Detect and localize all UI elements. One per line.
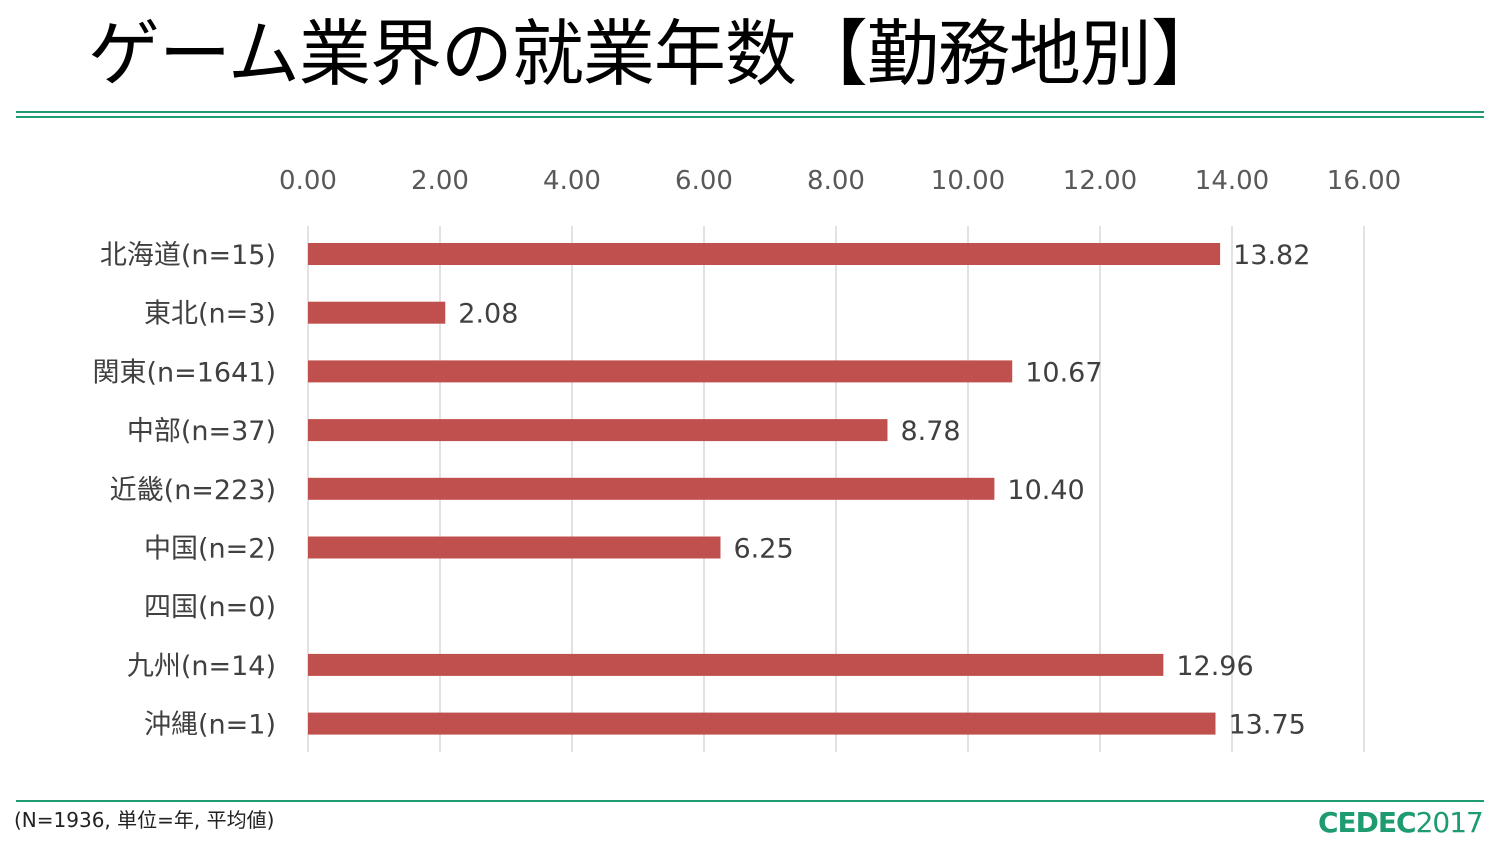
data-label: 12.96 (1176, 651, 1253, 682)
slide-title: ゲーム業界の就業年数【勤務地別】 (88, 12, 1223, 96)
data-label: 13.82 (1233, 240, 1310, 271)
category-label: 関東(n=1641) (92, 357, 276, 388)
x-axis-tick-labels: 0.00 2.00 4.00 6.00 8.00 10.00 12.00 14.00 16.00 (279, 166, 1401, 196)
bar (308, 536, 721, 559)
logo-brand: CEDEC (1318, 806, 1417, 839)
x-tick-label: 12.00 (1063, 166, 1137, 196)
logo-year: 2017 (1415, 806, 1484, 839)
data-label: 8.78 (900, 416, 960, 447)
category-label: 中国(n=2) (144, 534, 276, 565)
bar (308, 712, 1216, 735)
data-label: 13.75 (1229, 710, 1306, 741)
x-tick-label: 6.00 (675, 166, 733, 196)
x-tick-label: 0.00 (279, 166, 337, 196)
cedec-logo: CEDEC2017 (1318, 806, 1484, 840)
x-tick-label: 14.00 (1195, 166, 1269, 196)
title-divider-line (16, 111, 1484, 113)
x-tick-label: 4.00 (543, 166, 601, 196)
data-label: 6.25 (734, 534, 794, 565)
bar (308, 243, 1221, 265)
data-labels: 13.82 2.08 10.67 8.78 10.40 6.25 12.96 13.75 (458, 240, 1310, 741)
data-label: 10.67 (1025, 357, 1102, 388)
category-label: 近畿(n=223) (110, 475, 276, 506)
data-label: 10.40 (1007, 475, 1084, 506)
category-label: 北海道(n=15) (100, 240, 276, 271)
category-label: 中部(n=37) (127, 416, 276, 447)
bar (308, 653, 1164, 676)
bar (308, 301, 446, 324)
x-tick-label: 2.00 (411, 166, 469, 196)
x-tick-label: 16.00 (1327, 166, 1401, 196)
category-labels: 北海道(n=15) 東北(n=3) 関東(n=1641) 中部(n=37) 近畿(n=2… (92, 240, 276, 741)
x-tick-label: 8.00 (807, 166, 865, 196)
bar (308, 419, 888, 442)
title-divider-line-secondary (16, 116, 1484, 118)
category-label: 沖縄(n=1) (144, 710, 276, 741)
data-label: 2.08 (458, 299, 518, 330)
category-label: 九州(n=14) (127, 651, 276, 682)
category-label: 四国(n=0) (144, 592, 276, 623)
bar (308, 360, 1013, 383)
bars (308, 243, 1221, 735)
x-tick-label: 10.00 (931, 166, 1005, 196)
footnote: (N=1936, 単位=年, 平均値) (14, 808, 275, 832)
category-label: 東北(n=3) (144, 299, 276, 330)
bar (308, 477, 995, 500)
footer-divider-line (16, 800, 1484, 802)
